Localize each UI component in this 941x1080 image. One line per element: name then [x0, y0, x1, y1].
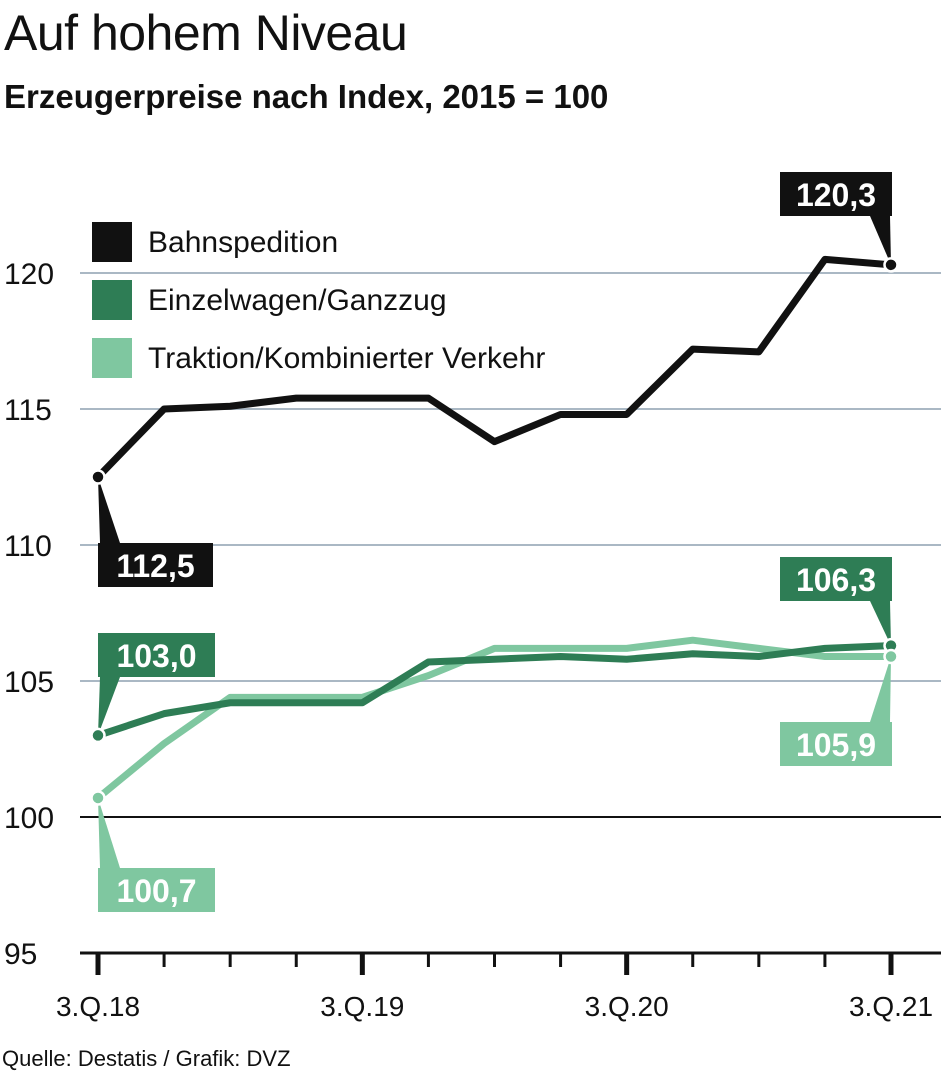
value-callout-box: [98, 633, 215, 677]
legend-swatch: [92, 222, 132, 262]
legend-label: Bahnspedition: [148, 226, 338, 259]
value-label: 100,7: [116, 873, 196, 909]
value-callout-box: [98, 868, 215, 912]
legend-label: Traktion/Kombinierter Verkehr: [148, 342, 545, 375]
y-tick-label: 110: [4, 530, 52, 563]
y-tick-label: 120: [4, 258, 54, 291]
y-tick-label: 105: [4, 666, 54, 699]
endpoint-marker: [883, 257, 899, 273]
line-chart: 95 100 105 110 115 120 3.Q.18 3.Q.19 3.Q.20 3.Q.2…: [4, 172, 941, 1022]
value-label: 103,0: [116, 638, 196, 674]
callout-pointer: [870, 216, 891, 265]
legend-swatch: [92, 338, 132, 378]
series-line-traktion: [94, 636, 895, 802]
y-tick-label: 115: [4, 394, 52, 427]
callout-pointer: [98, 797, 120, 868]
x-tick-label: 3.Q.21: [849, 991, 933, 1022]
legend-label: Einzelwagen/Ganzzug: [148, 284, 447, 317]
endpoint-marker: [90, 727, 106, 744]
value-callout-box: [98, 543, 213, 587]
callout-pointer: [870, 656, 891, 722]
value-callout-box: [780, 722, 892, 766]
callout-pointer: [98, 677, 120, 736]
series-line-bahnspedition: [94, 255, 895, 481]
value-label: 120,3: [796, 177, 876, 213]
endpoint-marker: [90, 469, 106, 485]
value-callout-box: [780, 172, 892, 216]
callout-pointer: [98, 477, 120, 543]
source-note: Quelle: Destatis / Grafik: DVZ: [2, 1046, 291, 1071]
callout-pointer: [870, 601, 891, 646]
value-label: 105,9: [796, 727, 876, 763]
x-tick-label: 3.Q.20: [585, 991, 669, 1022]
endpoint-marker: [883, 648, 899, 665]
value-callout-box: [780, 557, 892, 601]
value-label: 106,3: [796, 562, 876, 598]
endpoint-marker: [90, 790, 106, 806]
chart-subtitle: Erzeugerpreise nach Index, 2015 = 100: [4, 78, 609, 115]
y-tick-label: 95: [4, 938, 37, 971]
series-line-einzelwagen: [94, 642, 895, 739]
value-label: 112,5: [116, 548, 194, 584]
chart-title: Auf hohem Niveau: [4, 5, 408, 61]
y-tick-label: 100: [4, 802, 54, 835]
legend-swatch: [92, 280, 132, 320]
x-tick-label: 3.Q.19: [320, 991, 404, 1022]
x-tick-label: 3.Q.18: [56, 991, 140, 1022]
